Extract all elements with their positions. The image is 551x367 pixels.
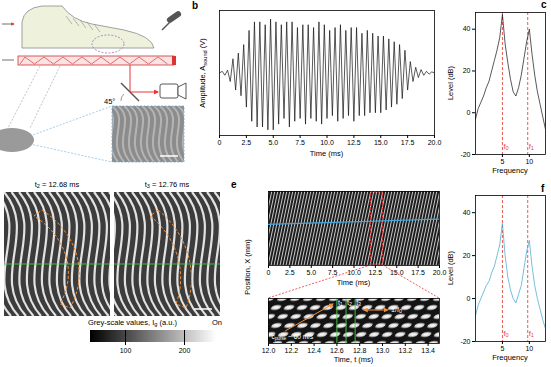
- svg-text:40: 40: [463, 209, 471, 216]
- svg-text:5: 5: [500, 345, 504, 352]
- html-text:Position, X (mm): Position, X (mm): [243, 239, 253, 295]
- html-text:1/f0: 1/f0: [391, 306, 402, 315]
- svg-text:17.5: 17.5: [411, 269, 425, 276]
- svg-text:-20: -20: [460, 338, 470, 345]
- html-text:Frequency: Frequency: [492, 353, 528, 362]
- html-text:Time (ms): Time (ms): [336, 278, 371, 287]
- svg-text:13.2: 13.2: [398, 347, 412, 354]
- svg-text:-20: -20: [460, 151, 470, 158]
- html-text:t1: t1: [337, 299, 343, 308]
- html-text:cpulse~ 60 m/s: cpulse~ 60 m/s: [271, 333, 314, 342]
- html-text:f0: f0: [503, 329, 509, 339]
- svg-text:15.0: 15.0: [390, 269, 404, 276]
- svg-text:0: 0: [218, 139, 222, 146]
- html-text:Level (dB): Level (dB): [446, 65, 456, 101]
- svg-text:17.5: 17.5: [401, 139, 415, 146]
- svg-text:10.0: 10.0: [347, 269, 361, 276]
- html-text:Time, t (ms): Time, t (ms): [333, 355, 374, 364]
- svg-text:5.0: 5.0: [306, 269, 316, 276]
- svg-text:5: 5: [500, 158, 504, 165]
- svg-text:12.2: 12.2: [284, 347, 298, 354]
- svg-text:2.5: 2.5: [242, 139, 252, 146]
- svg-text:40: 40: [463, 25, 471, 32]
- html-text:e: e: [231, 179, 237, 190]
- svg-text:13.4: 13.4: [421, 347, 435, 354]
- svg-text:20: 20: [463, 252, 471, 259]
- svg-text:100: 100: [120, 347, 132, 354]
- svg-text:12.5: 12.5: [369, 269, 383, 276]
- svg-text:12.0: 12.0: [262, 347, 276, 354]
- svg-text:12.5: 12.5: [347, 139, 361, 146]
- html-text:f1: f1: [528, 329, 534, 339]
- svg-text:20.0: 20.0: [433, 269, 447, 276]
- html-text:f1: f1: [528, 142, 534, 152]
- html-text:t2= 12.68 ms: t2= 12.68 ms: [34, 180, 80, 190]
- svg-text:0: 0: [267, 269, 271, 276]
- svg-text:200: 200: [179, 347, 191, 354]
- svg-text:5.0: 5.0: [268, 139, 278, 146]
- svg-text:13.0: 13.0: [376, 347, 390, 354]
- html-text:c: c: [541, 0, 547, 10]
- html-text:Amplitude, A: Amplitude, A: [198, 65, 208, 108]
- html-text:t3= 12.76 ms: t3= 12.76 ms: [144, 180, 190, 190]
- svg-text:10: 10: [525, 345, 533, 352]
- svg-text:12.4: 12.4: [307, 347, 321, 354]
- html-text:t3: t3: [356, 299, 361, 308]
- svg-text:0: 0: [467, 109, 471, 116]
- svg-text:2.5: 2.5: [285, 269, 295, 276]
- html-text:f0: f0: [503, 142, 509, 152]
- html-text:t2: t2: [347, 299, 352, 308]
- html-text:On: On: [212, 318, 222, 327]
- html-text:Level (dB): Level (dB): [446, 250, 456, 286]
- html-text:f: f: [541, 183, 545, 194]
- svg-text:12.8: 12.8: [353, 347, 367, 354]
- html-text:Grey-scale values, Ig(a.u.): Grey-scale values, Ig(a.u.): [88, 318, 177, 328]
- svg-text:15.0: 15.0: [374, 139, 388, 146]
- svg-text:7.5: 7.5: [328, 269, 338, 276]
- svg-text:12.6: 12.6: [330, 347, 344, 354]
- svg-text:0: 0: [467, 295, 471, 302]
- html-text:(V): (V): [198, 37, 208, 50]
- svg-text:20: 20: [463, 67, 471, 74]
- svg-text:45°: 45°: [104, 97, 115, 106]
- svg-text:20.0: 20.0: [428, 139, 442, 146]
- html-text:sound: sound: [201, 49, 208, 66]
- svg-text:10.0: 10.0: [320, 139, 334, 146]
- html-text:Time (ms): Time (ms): [309, 149, 344, 158]
- html-text:Frequency: Frequency: [492, 166, 528, 175]
- svg-text:10: 10: [525, 158, 533, 165]
- svg-text:7.5: 7.5: [295, 139, 305, 146]
- html-text:b: b: [192, 0, 199, 11]
